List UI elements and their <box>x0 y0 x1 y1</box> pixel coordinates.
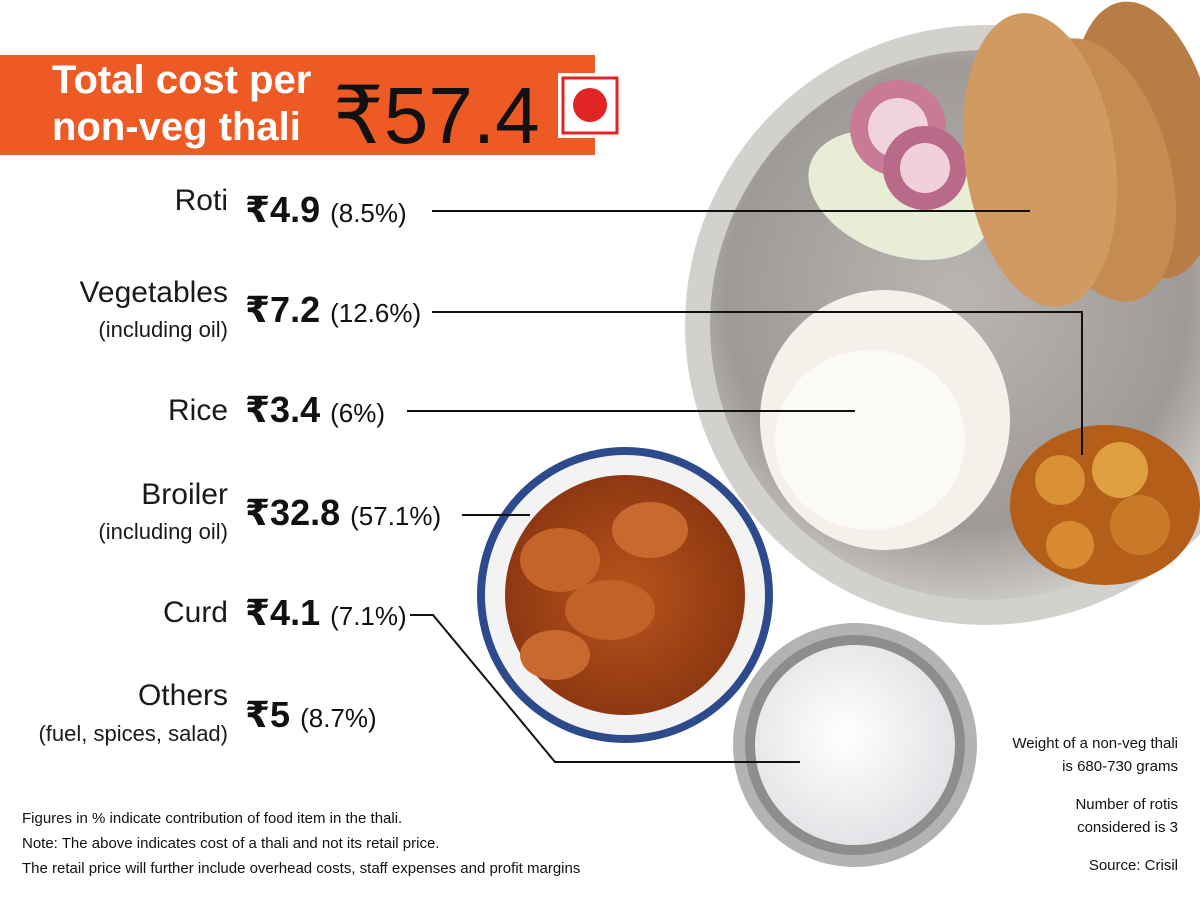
title-line: Total cost per <box>52 58 311 102</box>
thali-photo <box>477 1 1200 867</box>
item-name: Vegetables <box>80 276 228 309</box>
footnote: Note: The above indicates cost of a thal… <box>22 835 439 852</box>
item-share: (6%) <box>330 398 385 428</box>
footnote: Figures in % indicate contribution of fo… <box>22 810 402 827</box>
item-name: Rice <box>168 394 228 427</box>
title-banner <box>0 55 595 155</box>
side-note: considered is 3 <box>1077 819 1178 836</box>
leader-line <box>410 614 800 763</box>
item-price: ₹3.4 <box>245 389 320 430</box>
item-price: ₹5 <box>245 694 290 735</box>
item-share: (57.1%) <box>350 501 441 531</box>
item-cost: ₹4.9 (8.5%) <box>245 189 407 230</box>
side-note: Number of rotis <box>1075 796 1178 813</box>
item-cost: ₹3.4 (6%) <box>245 389 385 430</box>
item-name: Others <box>138 679 228 712</box>
title-line: non-veg thali <box>52 105 301 149</box>
footnote: The retail price will further include ov… <box>22 860 580 877</box>
total-cost: ₹57.4 <box>333 71 540 160</box>
non-veg-icon <box>558 73 622 138</box>
item-list: Roti ₹4.9 (8.5%) Vegetables (including oil) ₹… <box>38 184 441 746</box>
item-share: (8.7%) <box>300 703 377 733</box>
side-notes: Weight of a non-veg thali is 680-730 gram… <box>1012 735 1178 874</box>
item-name: Broiler <box>141 478 228 511</box>
item-cost: ₹5 (8.7%) <box>245 694 377 735</box>
item-price: ₹4.1 <box>245 592 320 633</box>
item-share: (7.1%) <box>330 601 407 631</box>
item-price: ₹7.2 <box>245 289 320 330</box>
side-note: is 680-730 grams <box>1062 758 1178 775</box>
item-note: (fuel, spices, salad) <box>38 721 228 746</box>
side-note: Weight of a non-veg thali <box>1012 735 1178 752</box>
item-name: Roti <box>175 184 228 217</box>
item-note: (including oil) <box>98 519 228 544</box>
item-share: (8.5%) <box>330 198 407 228</box>
item-cost: ₹7.2 (12.6%) <box>245 289 421 330</box>
leader-lines <box>407 210 1083 763</box>
item-name: Curd <box>163 596 228 629</box>
item-share: (12.6%) <box>330 298 421 328</box>
side-note: Source: Crisil <box>1089 857 1178 874</box>
item-price: ₹4.9 <box>245 189 320 230</box>
item-cost: ₹4.1 (7.1%) <box>245 592 407 633</box>
leader-line <box>432 311 1083 455</box>
footnotes: Figures in % indicate contribution of fo… <box>22 810 580 877</box>
item-cost: ₹32.8 (57.1%) <box>245 492 441 533</box>
item-note: (including oil) <box>98 317 228 342</box>
item-price: ₹32.8 <box>245 492 340 533</box>
